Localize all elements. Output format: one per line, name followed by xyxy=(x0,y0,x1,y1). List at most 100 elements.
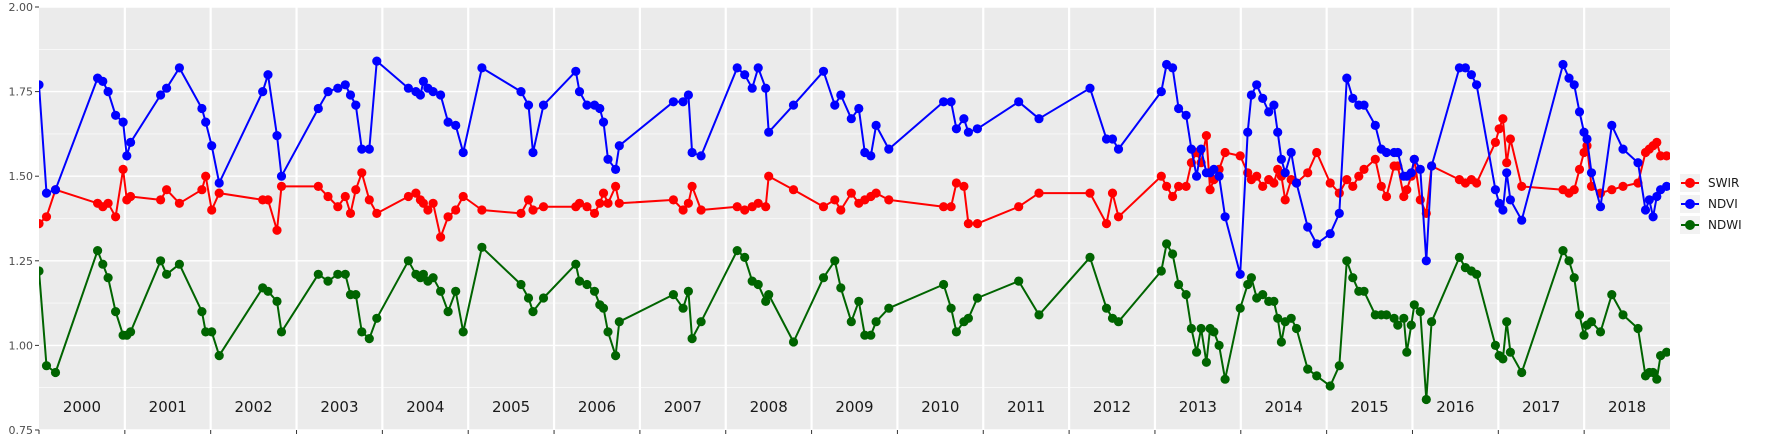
ndwi-point xyxy=(1502,317,1512,327)
y-axis: 0.75 1.00 1.25 1.50 1.75 2.00 xyxy=(9,1,1585,437)
ndwi-point xyxy=(313,269,323,279)
ndwi-point xyxy=(1498,354,1508,364)
ndvi-point xyxy=(1586,168,1597,178)
swir-point xyxy=(477,205,487,215)
ndvi-point xyxy=(1243,127,1253,137)
ndvi-point xyxy=(1291,178,1302,188)
swir-point xyxy=(1652,137,1662,147)
ndvi-point xyxy=(1209,164,1219,174)
ndwi-point xyxy=(1402,347,1412,357)
ndvi-point xyxy=(836,90,846,100)
ndvi-point xyxy=(678,97,688,107)
ndvi-point xyxy=(372,56,382,66)
ndvi-point xyxy=(884,144,894,154)
ndvi-point xyxy=(871,120,881,130)
swir-point xyxy=(1325,178,1335,188)
y-tick-label: 1.00 xyxy=(9,339,34,352)
ndvi-point xyxy=(1085,83,1095,93)
ndwi-point xyxy=(1168,249,1178,259)
swir-point xyxy=(1174,181,1184,191)
ndvi-point xyxy=(1370,120,1380,130)
swir-point xyxy=(436,232,446,242)
ndvi-point xyxy=(1517,215,1527,225)
ndvi-point xyxy=(1558,59,1568,70)
ndwi-point xyxy=(1014,276,1024,286)
ndvi-point xyxy=(1633,158,1643,168)
ndwi-point xyxy=(678,303,688,313)
ndvi-point xyxy=(683,90,694,100)
swir-point xyxy=(1107,188,1118,198)
swir-point xyxy=(364,195,374,205)
ndwi-point xyxy=(603,327,613,337)
ndvi-point xyxy=(477,63,487,73)
ndvi-point xyxy=(939,97,949,107)
swir-point xyxy=(1618,181,1628,191)
ndwi-point xyxy=(1607,290,1617,300)
swir-point xyxy=(611,181,621,191)
ndvi-point xyxy=(574,87,585,97)
swir-point xyxy=(201,171,211,181)
ndvi-point xyxy=(1186,144,1196,154)
swir-point xyxy=(963,219,974,229)
ndvi-point xyxy=(1014,97,1024,107)
ndvi-point xyxy=(611,164,621,174)
ndwi-point xyxy=(764,290,774,300)
ndwi-point xyxy=(263,286,273,296)
year-label: 2015 xyxy=(1350,398,1388,416)
ndwi-point xyxy=(683,286,694,296)
ndwi-point xyxy=(1618,310,1628,320)
ndvi-point xyxy=(1276,154,1286,164)
swir-point xyxy=(740,205,750,215)
ndvi-point xyxy=(1502,168,1512,178)
swir-point xyxy=(884,195,894,205)
ndvi-point xyxy=(764,127,774,137)
ndwi-point xyxy=(418,269,428,279)
year-label: 2002 xyxy=(235,398,273,416)
ndvi-point xyxy=(1113,144,1124,154)
ndvi-point xyxy=(1325,229,1335,239)
ndvi-point xyxy=(1280,168,1290,178)
series-swir xyxy=(39,114,1670,242)
ndwi-point xyxy=(582,279,592,290)
ndvi-point xyxy=(946,97,956,107)
ndwi-point xyxy=(156,256,166,266)
swir-point xyxy=(1258,181,1268,191)
ndvi-point xyxy=(1235,269,1245,279)
swir-point xyxy=(946,202,956,212)
swir-point xyxy=(1303,168,1313,178)
swir-point xyxy=(516,208,526,218)
swir-point xyxy=(1517,181,1527,191)
year-labels: 2000 2001 2002 2003 2004 2005 2006 2007 2008 2009… xyxy=(63,398,1646,416)
swir-point xyxy=(788,185,799,195)
ndwi-point xyxy=(571,259,581,269)
ndvi-point xyxy=(1286,147,1296,158)
ndvi-point xyxy=(1273,127,1283,137)
ndwi-point xyxy=(351,290,361,300)
ndwi-point xyxy=(333,269,343,279)
year-label: 2013 xyxy=(1179,398,1217,416)
ndwi-point xyxy=(372,313,382,323)
ndwi-point xyxy=(1034,310,1044,320)
ndvi-point xyxy=(272,131,282,141)
ndvi-point xyxy=(345,90,356,100)
swir-point xyxy=(1607,185,1617,195)
ndwi-point xyxy=(1421,394,1431,405)
y-tick-label: 0.75 xyxy=(9,424,34,437)
ndvi-point xyxy=(1359,100,1369,110)
swir-point xyxy=(403,191,413,202)
swir-point xyxy=(1269,178,1279,188)
ndvi-point xyxy=(740,70,750,80)
ndwi-point xyxy=(1342,256,1352,266)
swir-point xyxy=(523,195,534,205)
ndwi-point xyxy=(428,273,438,283)
ndvi-point xyxy=(1192,171,1202,181)
ndvi-point xyxy=(118,117,128,127)
swir-point xyxy=(582,202,592,212)
ndvi-point xyxy=(403,83,413,93)
series-ndvi xyxy=(39,56,1670,279)
swir-point xyxy=(1574,164,1585,174)
ndwi-point xyxy=(1648,367,1658,378)
swir-point xyxy=(1113,212,1124,222)
ndwi-point xyxy=(162,269,172,279)
